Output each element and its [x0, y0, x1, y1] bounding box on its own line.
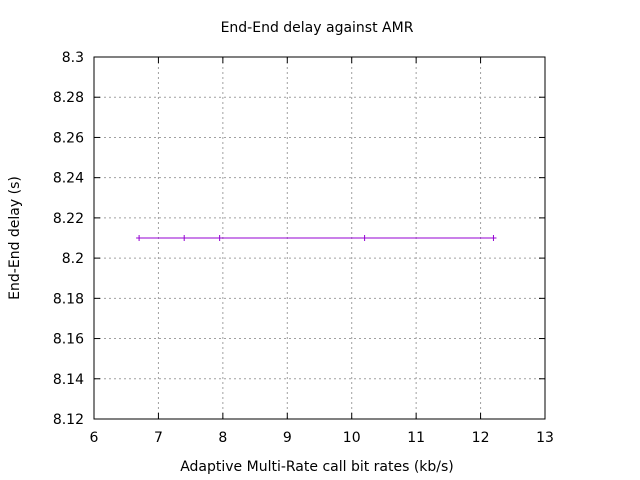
x-tick-label: 7 [154, 430, 163, 446]
y-tick-label: 8.2 [62, 251, 84, 267]
y-axis-label: End-End delay (s) [7, 176, 23, 300]
x-axis-label: Adaptive Multi-Rate call bit rates (kb/s… [180, 459, 454, 475]
x-tick-label: 11 [407, 430, 425, 446]
chart-title: End-End delay against AMR [221, 20, 414, 36]
y-tick-label: 8.24 [53, 171, 84, 187]
y-tick-label: 8.14 [53, 372, 84, 388]
y-tick-label: 8.16 [53, 332, 84, 348]
y-tick-label: 8.3 [62, 50, 84, 66]
axis-ticks: 6 7 8 9 10 11 12 13 8.12 8.14 8.16 8.18 8.2 8.22 8.24 8… [53, 50, 554, 446]
x-tick-label: 10 [343, 430, 361, 446]
data-point [136, 235, 143, 241]
data-point [490, 235, 497, 241]
y-tick-label: 8.12 [53, 412, 84, 428]
data-point [181, 235, 188, 241]
x-tick-label: 12 [472, 430, 490, 446]
x-tick-label: 9 [283, 430, 292, 446]
y-tick-label: 8.28 [53, 90, 84, 106]
y-tick-label: 8.22 [53, 211, 84, 227]
data-point [361, 235, 368, 241]
data-point [216, 235, 223, 241]
y-tick-label: 8.18 [53, 291, 84, 307]
y-tick-label: 8.26 [53, 130, 84, 146]
series-layer [136, 235, 497, 241]
x-tick-label: 6 [90, 430, 99, 446]
x-tick-label: 8 [218, 430, 227, 446]
plot-frame [93, 56, 546, 420]
x-tick-label: 13 [536, 430, 554, 446]
